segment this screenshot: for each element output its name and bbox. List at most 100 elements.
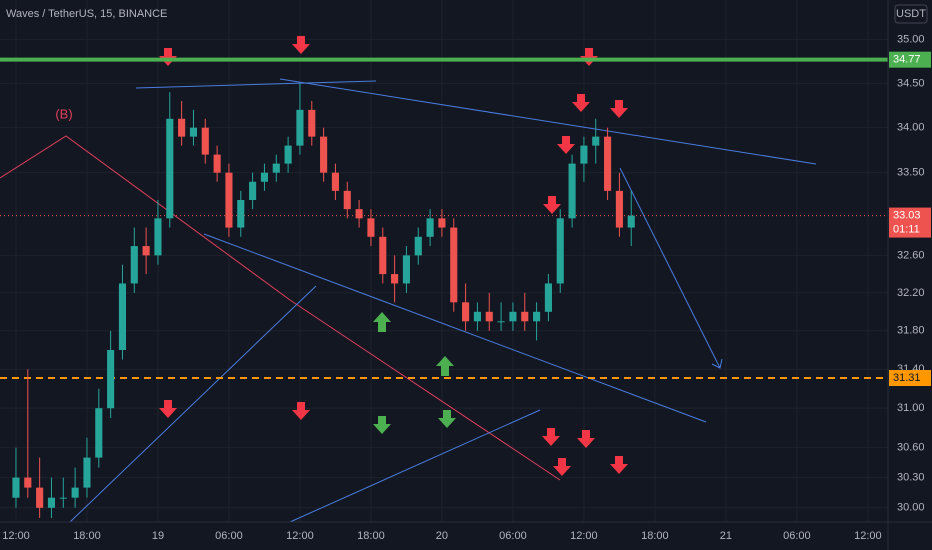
candle-body bbox=[59, 497, 67, 499]
y-tick-label: 35.00 bbox=[897, 34, 925, 46]
candle-body bbox=[201, 127, 209, 155]
candle-body bbox=[95, 408, 103, 458]
down-arrow bbox=[553, 458, 571, 476]
up-arrow bbox=[373, 312, 391, 332]
candle-body bbox=[391, 274, 399, 284]
price-level-label: 34.77 bbox=[893, 54, 921, 66]
x-tick-label: 12:00 bbox=[286, 530, 314, 542]
x-tick-label: 12:00 bbox=[2, 530, 30, 542]
price-level-box bbox=[889, 369, 931, 386]
y-tick-label: 30.60 bbox=[897, 442, 925, 454]
down-arrow bbox=[572, 94, 590, 112]
candle-body bbox=[533, 311, 541, 322]
y-tick-label: 31.80 bbox=[897, 325, 925, 337]
y-tick-label: 34.50 bbox=[897, 77, 925, 89]
down-arrow bbox=[373, 416, 391, 434]
trend-line bbox=[69, 285, 317, 523]
candle-body bbox=[24, 477, 32, 488]
down-arrow bbox=[580, 48, 598, 66]
candle-body bbox=[130, 246, 138, 284]
candle-body bbox=[592, 136, 600, 146]
candle-body bbox=[604, 136, 612, 191]
drawings bbox=[0, 78, 817, 523]
projection-arrow-head bbox=[711, 358, 723, 369]
down-arrow bbox=[610, 100, 628, 118]
down-arrow bbox=[542, 428, 560, 446]
y-tick-label: 31.00 bbox=[897, 402, 925, 414]
currency-box bbox=[894, 4, 928, 24]
candle-body bbox=[438, 218, 446, 228]
x-tick-label: 18:00 bbox=[73, 530, 101, 542]
down-arrow bbox=[159, 48, 177, 66]
candle-body bbox=[260, 172, 268, 182]
x-tick-label: 18:00 bbox=[641, 530, 669, 542]
candle-body bbox=[509, 311, 517, 322]
green-arrows bbox=[373, 312, 456, 434]
candle-body bbox=[367, 218, 375, 237]
candle-body bbox=[225, 172, 233, 228]
candle-body bbox=[107, 349, 115, 409]
up-arrow bbox=[436, 356, 454, 376]
y-tick-label: 33.50 bbox=[897, 167, 925, 179]
candle-body bbox=[178, 118, 186, 137]
last-price-box bbox=[889, 207, 931, 238]
countdown: 01:11 bbox=[893, 223, 920, 235]
candle-body bbox=[627, 215, 635, 228]
price-level-box bbox=[889, 51, 931, 68]
candle-body bbox=[12, 477, 20, 498]
candle-body bbox=[320, 136, 328, 173]
candle-body bbox=[556, 218, 564, 284]
y-tick-label: 32.20 bbox=[897, 287, 925, 299]
candle-body bbox=[213, 154, 221, 173]
candle-body bbox=[580, 145, 588, 164]
candle-body bbox=[83, 457, 91, 488]
axes: 35.0034.5034.0033.5032.6032.2031.8031.40… bbox=[2, 34, 931, 542]
down-arrow bbox=[557, 136, 575, 154]
x-tick-label: 21 bbox=[720, 530, 732, 542]
candle-body bbox=[355, 209, 363, 219]
down-arrow bbox=[610, 456, 628, 474]
candle-body bbox=[402, 255, 410, 284]
candle-body bbox=[343, 190, 351, 210]
candle-body bbox=[166, 118, 174, 219]
down-arrow bbox=[543, 196, 561, 214]
down-arrow bbox=[292, 402, 310, 420]
x-tick-label: 20 bbox=[436, 530, 448, 542]
y-tick-label: 30.00 bbox=[897, 502, 925, 514]
candle-body bbox=[154, 218, 162, 256]
y-tick-label: 32.60 bbox=[897, 249, 925, 261]
down-arrow bbox=[159, 400, 177, 418]
y-tick-label: 34.00 bbox=[897, 122, 925, 134]
candle-body bbox=[497, 321, 505, 323]
candle-body bbox=[521, 311, 529, 322]
candles bbox=[12, 83, 635, 518]
candle-body bbox=[272, 163, 280, 173]
y-tick-label: 30.30 bbox=[897, 471, 925, 483]
candle-body bbox=[450, 227, 458, 303]
trend-line bbox=[279, 78, 817, 165]
wave-label: (B) bbox=[55, 106, 72, 121]
candle-body bbox=[615, 190, 623, 228]
x-tick-label: 18:00 bbox=[357, 530, 385, 542]
candle-body bbox=[568, 163, 576, 219]
candle-body bbox=[426, 218, 434, 237]
candle-body bbox=[485, 311, 493, 322]
x-tick-label: 06:00 bbox=[215, 530, 243, 542]
chart-title: Waves / TetherUS, 15, BINANCE bbox=[6, 8, 167, 20]
price-level-label: 31.31 bbox=[893, 372, 921, 384]
candle-body bbox=[331, 172, 339, 191]
down-arrows bbox=[159, 36, 628, 476]
candle-body bbox=[237, 199, 245, 228]
x-tick-label: 12:00 bbox=[854, 530, 882, 542]
candle-body bbox=[249, 181, 257, 200]
candle-body bbox=[473, 311, 481, 322]
candle-body bbox=[296, 109, 304, 146]
candle-body bbox=[414, 236, 422, 256]
candle-body bbox=[71, 487, 79, 498]
candle-body bbox=[544, 283, 552, 312]
levels bbox=[0, 57, 888, 379]
candle-body bbox=[47, 497, 56, 508]
x-tick-label: 06:00 bbox=[499, 530, 527, 542]
